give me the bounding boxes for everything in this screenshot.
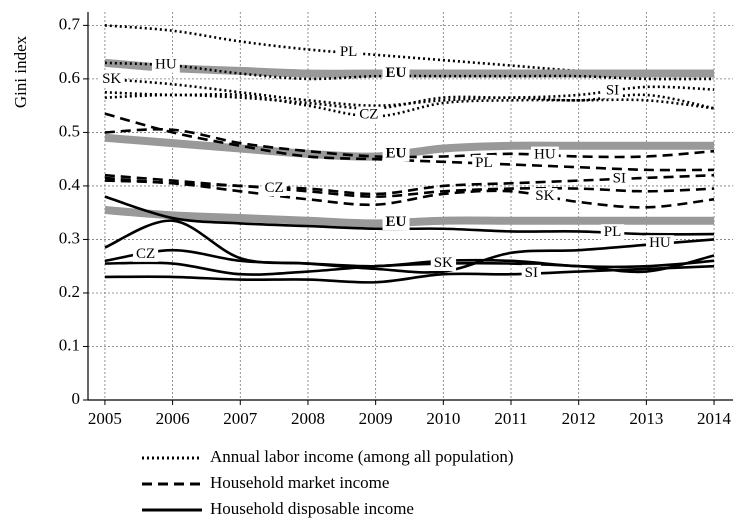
label-background: [132, 245, 159, 262]
line-label: SI: [525, 265, 538, 281]
y-tick-label: 0.3: [59, 228, 80, 247]
label-background: [382, 214, 410, 231]
x-tick-label: 2006: [156, 409, 190, 428]
line-label: SK: [434, 255, 453, 271]
legend-label: Annual labor income (among all populatio…: [210, 447, 514, 466]
line-label: SK: [102, 71, 121, 87]
line-label: CZ: [359, 107, 378, 123]
y-axis-label: Gini index: [11, 35, 30, 108]
label-background: [521, 264, 541, 281]
line-label: CZ: [136, 246, 155, 262]
line-label: SI: [613, 170, 626, 186]
legend-label: Household market income: [210, 473, 389, 492]
label-background: [151, 56, 180, 73]
label-background: [600, 224, 625, 241]
label-background: [382, 145, 410, 162]
label-background: [532, 188, 558, 205]
label-background: [356, 106, 382, 123]
label-background: [646, 235, 674, 252]
x-tick-label: 2005: [88, 409, 122, 428]
line-label: EU: [386, 146, 407, 162]
series-line: [104, 219, 715, 274]
line-label: SI: [606, 82, 619, 98]
x-tick-label: 2010: [426, 409, 460, 428]
label-background: [336, 44, 361, 61]
line-label: PL: [340, 44, 358, 60]
label-background: [99, 70, 125, 87]
x-tick-label: 2011: [494, 409, 527, 428]
line-label: PL: [604, 224, 622, 240]
line-labels: PL EU HU SK CZ SI EU HU PL SI CZ SK EU PL HU CZ SK SI: [99, 44, 674, 281]
line-label: EU: [386, 214, 407, 230]
line-label: HU: [534, 147, 556, 163]
y-tick-label: 0.6: [59, 68, 80, 87]
y-tick-label: 0.5: [59, 121, 80, 140]
line-label: PL: [475, 155, 493, 171]
line-label: HU: [649, 235, 671, 251]
line-label: HU: [155, 57, 177, 73]
x-tick-label: 2014: [697, 409, 732, 428]
label-background: [531, 146, 559, 163]
label-background: [430, 254, 457, 271]
x-tick-label: 2013: [629, 409, 663, 428]
series-line: [104, 90, 715, 118]
line-label: CZ: [265, 180, 284, 196]
x-tick-label: 2009: [359, 409, 393, 428]
label-background: [609, 170, 629, 187]
series-line: [104, 179, 715, 209]
series-line: [104, 85, 715, 110]
series-line: [104, 264, 715, 284]
y-tick-label: 0.2: [59, 282, 80, 301]
y-tick-label: 0.4: [59, 175, 81, 194]
label-background: [602, 82, 623, 99]
legend-label: Household disposable income: [210, 499, 414, 518]
label-background: [261, 180, 287, 197]
y-tick-label: 0.7: [59, 14, 81, 33]
label-background: [472, 154, 496, 171]
line-label: SK: [535, 188, 554, 204]
series-line: [104, 176, 715, 198]
y-tick-label: 0.1: [59, 335, 80, 354]
x-tick-label: 2008: [291, 409, 325, 428]
x-tick-label: 2007: [223, 409, 258, 428]
x-tick-label: 2012: [562, 409, 596, 428]
y-tick-label: 0: [72, 389, 81, 408]
line-label: EU: [386, 65, 407, 81]
axes: 0 0.1 0.2 0.3 0.4 0.5 0.6 0.7 2005 2006 2007 2008 20…: [59, 12, 733, 518]
label-background: [382, 64, 410, 81]
